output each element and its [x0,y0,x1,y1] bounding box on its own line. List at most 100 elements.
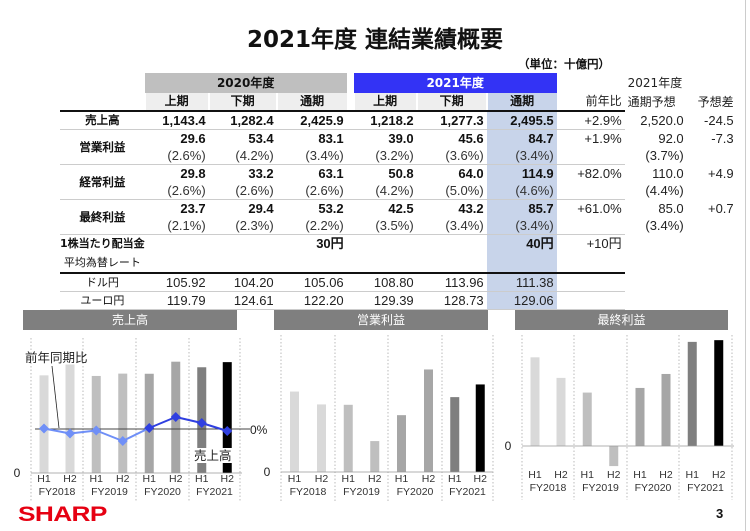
cell-pct: (3.4%) [486,147,557,165]
forecast-title: 2021年度 [627,75,683,90]
row-ordinary-margin: (2.6%) (2.6%) (2.6%) (4.2%) (5.0%) (4.6%… [60,182,737,200]
cell: 45.6 [458,131,484,146]
row-usd: ドル円 105.92 104.20 105.06 108.80 113.96 1… [60,273,737,292]
tick-label: H1 [37,473,51,485]
cell-yoy: +1.9% [584,131,622,146]
cell: 122.20 [276,291,347,310]
cell-pct: (4.2%) [353,182,417,200]
yoy-marker [65,428,75,439]
bar-fy2019-h1 [343,404,353,472]
bar-legend-label: 売上高 [194,448,232,463]
cell-forecast-diff: +0.7 [707,200,734,216]
tick-label: H1 [448,473,462,485]
bar-fy2021-h1 [687,341,697,446]
cell: 2,495.5 [486,111,557,130]
tick-label: H2 [169,473,183,485]
page-title: 2021年度 連結業績概要 [246,27,504,53]
cell-pct: (4.2%) [208,147,277,165]
cell-pct: (2.1%) [144,217,209,235]
yoy-line-segment [175,416,202,424]
row-label: 売上高 [60,111,145,130]
bar-fy2021-h2 [222,362,232,473]
bar-fy2018-h2 [556,377,566,446]
zero-label: 0 [14,466,21,480]
yoy-marker [196,418,207,428]
row-operating-profit: 営業利益 29.6 53.4 83.1 39.0 45.6 84.7 +1.9%… [60,129,737,165]
cell-forecast-pct: (3.7%) [645,148,684,164]
cell-forecast: 85.0 [658,200,684,216]
cell: 128.73 [416,291,487,310]
cell-pct: (3.4%) [486,217,557,235]
cell: 1,143.4 [144,111,209,130]
cell: 42.5 [388,201,414,216]
group-label: FY2020 [144,486,181,498]
cell-forecast-pct: (4.4%) [645,183,684,199]
cell: 29.4 [248,201,274,216]
tick-label: H2 [315,473,329,485]
tick-label: H1 [143,473,157,485]
tick-label: H2 [368,473,382,485]
group-label: FY2018 [39,486,76,498]
cell: 111.38 [486,273,557,292]
row-label: ユーロ円 [60,291,145,310]
bar-fy2019-h1 [91,375,101,473]
cell-pct: (2.6%) [144,147,209,165]
cell: 105.92 [144,273,209,292]
tick-label: H1 [528,469,542,481]
cell-pct: (5.0%) [416,182,487,200]
yoy-leader-line [51,365,60,429]
yoy-legend-label: 前年同期比 [25,350,88,365]
bar-fy2021-h2 [475,384,485,472]
cell-yoy: +10円 [586,236,622,251]
bar-fy2020-h1 [397,415,406,472]
cell-pct: (2.3%) [208,217,277,235]
cell: 124.61 [208,291,277,310]
cell-forecast: 2,520.0 [640,112,684,128]
bar-fy2019-h1 [582,392,592,446]
chart-title-net-profit: 最終利益 [515,310,728,330]
group-label: FY2021 [449,486,486,498]
row-label: 1株当たり配当金 [60,237,145,250]
tick-label: H1 [342,473,356,485]
bar-fy2018-h1 [530,357,540,446]
yoy-line-segment [201,422,228,432]
yoy-zero-label: 0% [250,423,268,437]
group-label: FY2019 [91,486,128,498]
cell-forecast-pct: (3.4%) [645,218,684,234]
cell-pct: (3.4%) [416,217,487,235]
unit-label: （単位：十億円） [518,57,610,71]
tick-label: H2 [607,469,621,481]
group-label: FY2018 [290,486,327,498]
header-h1: 上期 [143,93,209,112]
cell: 53.2 [318,201,344,216]
bar-fy2019-h2 [370,441,380,472]
header-row-years: 2020年度 2021年度 2021年度 [60,73,737,93]
cell-forecast: 92.0 [658,130,684,146]
tick-label: H1 [686,469,700,481]
cell: 113.96 [416,273,487,292]
chart-title-operating-profit: 営業利益 [274,310,488,330]
header-yoy: 前年比 [556,93,625,112]
cell-pct: (3.6%) [416,147,487,165]
results-table: 2020年度 2021年度 2021年度 上期 下期 通期 上期 下期 通期 前… [60,73,737,310]
cell: 64.0 [458,166,484,181]
bar-fy2018-h2 [65,364,75,473]
tick-label: H2 [474,473,488,485]
tick-label: H1 [581,469,595,481]
yoy-marker [170,412,181,422]
yoy-marker [222,426,233,436]
yoy-marker [117,436,128,446]
header-full: 通期 [485,93,557,112]
cell: 129.06 [486,291,557,310]
cell-pct: (3.2%) [353,147,417,165]
header-h1: 上期 [352,93,417,112]
cell-forecast-diff: -7.3 [711,130,734,146]
cell-pct: (4.6%) [486,182,557,200]
group-label: FY2021 [687,482,724,494]
cell-pct: (3.4%) [276,147,347,165]
tick-label: H2 [63,473,77,485]
header-h2: 下期 [415,93,487,112]
cell: 23.7 [180,201,206,216]
cell-pct: (2.6%) [208,182,277,200]
group-label: FY2019 [343,486,380,498]
